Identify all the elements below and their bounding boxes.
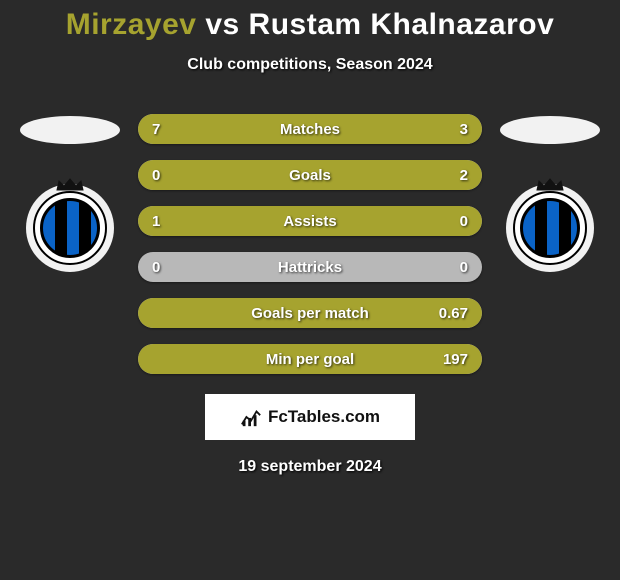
title: Mirzayev vs Rustam Khalnazarov xyxy=(66,8,555,42)
comparison-card: Mirzayev vs Rustam Khalnazarov Club comp… xyxy=(0,0,620,580)
bar-fill xyxy=(138,206,482,236)
attribution-text: FcTables.com xyxy=(268,407,380,427)
player1-club-badge xyxy=(26,184,114,272)
player2-avatar-placeholder xyxy=(500,116,600,144)
player1-name: Mirzayev xyxy=(66,8,197,41)
bar-fill-right xyxy=(379,114,482,144)
comparison-body: Matches73 Goals02 Assists10 Hattricks0 0 Goal… xyxy=(0,114,620,374)
left-side xyxy=(20,114,120,272)
stat-row-assists: Assists10 xyxy=(138,206,482,236)
stat-row-min-per-goal: Min per goal197 xyxy=(138,344,482,374)
crown-icon xyxy=(535,178,565,192)
stat-row-goals-per-match: Goals per match0.67 xyxy=(138,298,482,328)
vs-label: vs xyxy=(205,8,239,41)
bar-fill-left xyxy=(138,114,379,144)
crown-icon xyxy=(55,178,85,192)
badge-ring xyxy=(513,191,587,265)
stat-value-right: 0 xyxy=(460,252,468,282)
attribution-badge: FcTables.com xyxy=(205,394,415,440)
date-label: 19 september 2024 xyxy=(238,458,381,476)
subtitle: Club competitions, Season 2024 xyxy=(187,56,432,74)
bar-fill xyxy=(138,344,482,374)
player1-avatar-placeholder xyxy=(20,116,120,144)
stat-bars: Matches73 Goals02 Assists10 Hattricks0 0 Goal… xyxy=(138,114,482,374)
bar-fill xyxy=(138,298,482,328)
stat-row-matches: Matches73 xyxy=(138,114,482,144)
bar-fill xyxy=(138,160,482,190)
player2-name: Rustam Khalnazarov xyxy=(249,8,555,41)
stat-value-left: 0 xyxy=(152,252,160,282)
badge-stripes xyxy=(520,198,580,258)
stat-row-hattricks: Hattricks0 0 xyxy=(138,252,482,282)
stat-row-goals: Goals02 xyxy=(138,160,482,190)
player2-club-badge xyxy=(506,184,594,272)
badge-ring xyxy=(33,191,107,265)
chart-icon xyxy=(240,406,262,428)
badge-stripes xyxy=(40,198,100,258)
stat-label: Hattricks xyxy=(138,252,482,282)
right-side xyxy=(500,114,600,272)
